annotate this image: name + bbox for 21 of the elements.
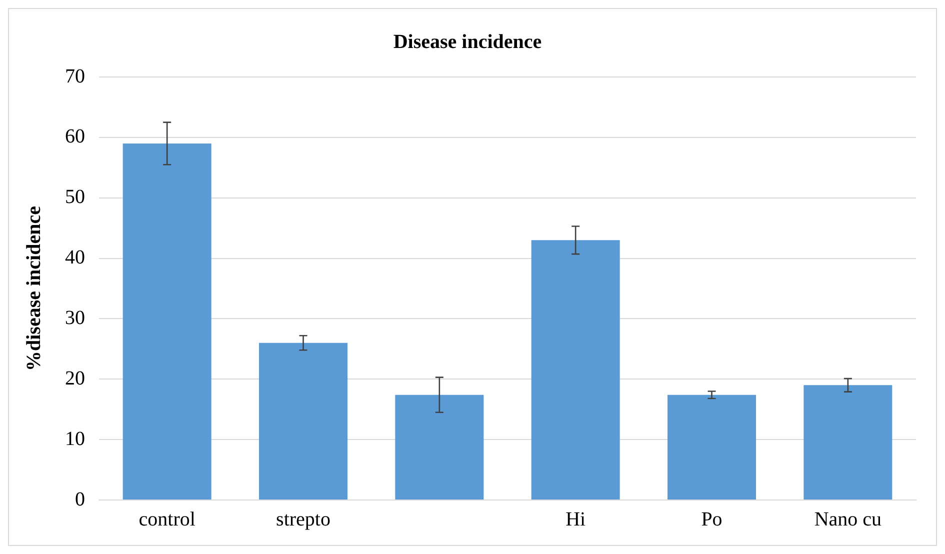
bar [258, 342, 348, 500]
bar [667, 394, 756, 500]
y-tick-label: 50 [65, 186, 85, 208]
y-tick-label: 0 [75, 488, 85, 510]
y-tick-label: 20 [65, 367, 85, 390]
y-tick-label: 30 [65, 306, 85, 329]
bar [395, 394, 484, 500]
bar [531, 240, 620, 500]
x-tick-label: Nano cu [814, 508, 882, 530]
x-tick-label: strepto [276, 508, 330, 530]
x-tick-label: control [138, 508, 196, 530]
y-tick-label: 60 [65, 126, 85, 148]
bar [804, 385, 892, 500]
x-tick-label: Hi [566, 508, 586, 530]
y-axis-title: %disease incidence [23, 206, 46, 371]
bar [122, 143, 212, 500]
x-tick-label: Po [701, 508, 722, 530]
chart-title: Disease incidence [393, 31, 542, 54]
y-tick-label: 40 [65, 246, 85, 269]
y-tick-label: 70 [65, 65, 85, 88]
y-tick-label: 10 [65, 428, 85, 450]
